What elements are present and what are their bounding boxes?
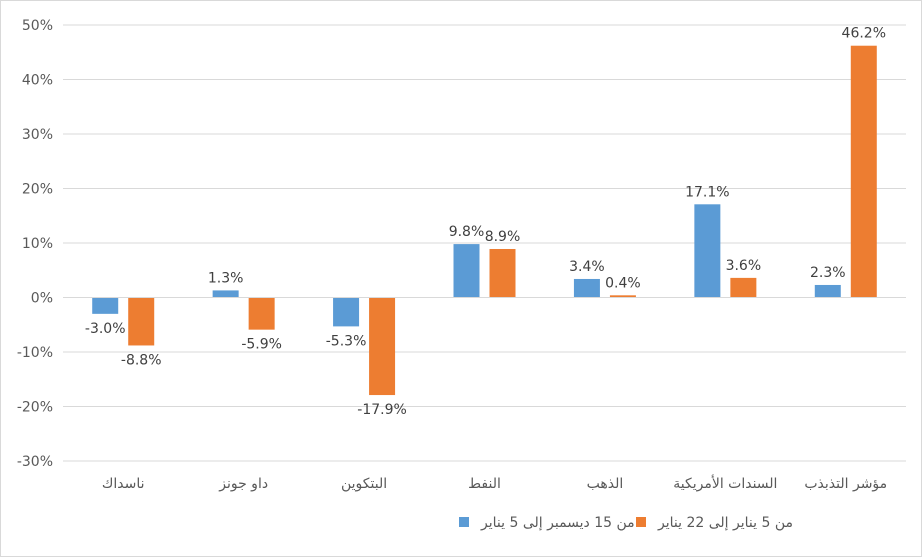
- bar-series-1: [694, 204, 721, 298]
- data-label-series-1: 9.8%: [449, 224, 485, 240]
- bar-series-2: [369, 297, 396, 396]
- y-tick-label: -20%: [17, 400, 53, 416]
- y-tick-label: 50%: [22, 18, 53, 34]
- data-label-series-2: -8.8%: [121, 352, 162, 368]
- y-axis-tick-labels: 50% 40% 30% 20% 10% 0% -10% -20% -30%: [17, 18, 53, 470]
- bar-series-1: [212, 290, 239, 298]
- bar-series-1: [573, 278, 600, 298]
- data-label-series-2: 46.2%: [842, 26, 886, 42]
- data-label-series-2: -5.9%: [241, 337, 282, 353]
- bar-series-2: [850, 45, 877, 298]
- bar-series-1: [92, 297, 119, 314]
- bar-series-2: [609, 295, 636, 298]
- legend-label-series-2: من 5 يناير إلى 22 يناير: [657, 515, 793, 531]
- data-labels: -3.0% -8.8% 1.3% -5.9% -5.3% -17.9% 9.8% 8.9% 3.…: [85, 26, 886, 418]
- gridlines: [63, 24, 906, 462]
- legend-swatch-series-2: [636, 517, 646, 527]
- data-label-series-1: 1.3%: [208, 270, 244, 286]
- data-label-series-2: 3.6%: [726, 258, 762, 274]
- x-category-label: ناسداك: [102, 476, 145, 492]
- data-label-series-1: 3.4%: [569, 259, 605, 275]
- data-label-series-1: 2.3%: [810, 265, 846, 281]
- bar-series-1: [333, 297, 360, 327]
- bar-series-2: [489, 248, 516, 298]
- bars: [92, 45, 877, 396]
- x-category-label: النفط: [468, 476, 501, 492]
- bar-series-2: [248, 297, 275, 330]
- x-category-label: السندات الأمريكية: [673, 474, 777, 492]
- data-label-series-1: -3.0%: [85, 321, 126, 337]
- data-label-series-2: 8.9%: [485, 229, 521, 245]
- data-label-series-1: -5.3%: [326, 333, 367, 349]
- data-label-series-2: -17.9%: [357, 402, 407, 418]
- x-category-label: الذهب: [587, 476, 624, 492]
- bar-series-1: [453, 244, 480, 298]
- bar-series-2: [730, 277, 757, 298]
- legend-swatch-series-1: [459, 517, 469, 527]
- x-category-label: مؤشر التذبذب: [804, 476, 887, 492]
- x-category-label: داو جونز: [218, 476, 268, 492]
- x-category-label: البتكوين: [341, 476, 387, 492]
- y-tick-label: 0%: [31, 291, 53, 307]
- y-tick-label: 20%: [22, 182, 53, 198]
- y-tick-label: 40%: [22, 73, 53, 89]
- data-label-series-1: 17.1%: [685, 184, 729, 200]
- legend-label-series-1: من 15 ديسمبر إلى 5 يناير: [480, 515, 635, 531]
- y-tick-label: -10%: [17, 345, 53, 361]
- bar-series-2: [128, 297, 155, 346]
- bar-series-1: [814, 284, 841, 298]
- y-tick-label: -30%: [17, 454, 53, 470]
- x-axis-category-labels: ناسداك داو جونز البتكوين النفط الذهب السندات …: [102, 474, 887, 492]
- y-tick-label: 10%: [22, 236, 53, 252]
- data-label-series-2: 0.4%: [605, 275, 641, 291]
- legend: من 5 يناير إلى 22 يناير من 15 ديسمبر إلى…: [459, 515, 793, 531]
- y-tick-label: 30%: [22, 127, 53, 143]
